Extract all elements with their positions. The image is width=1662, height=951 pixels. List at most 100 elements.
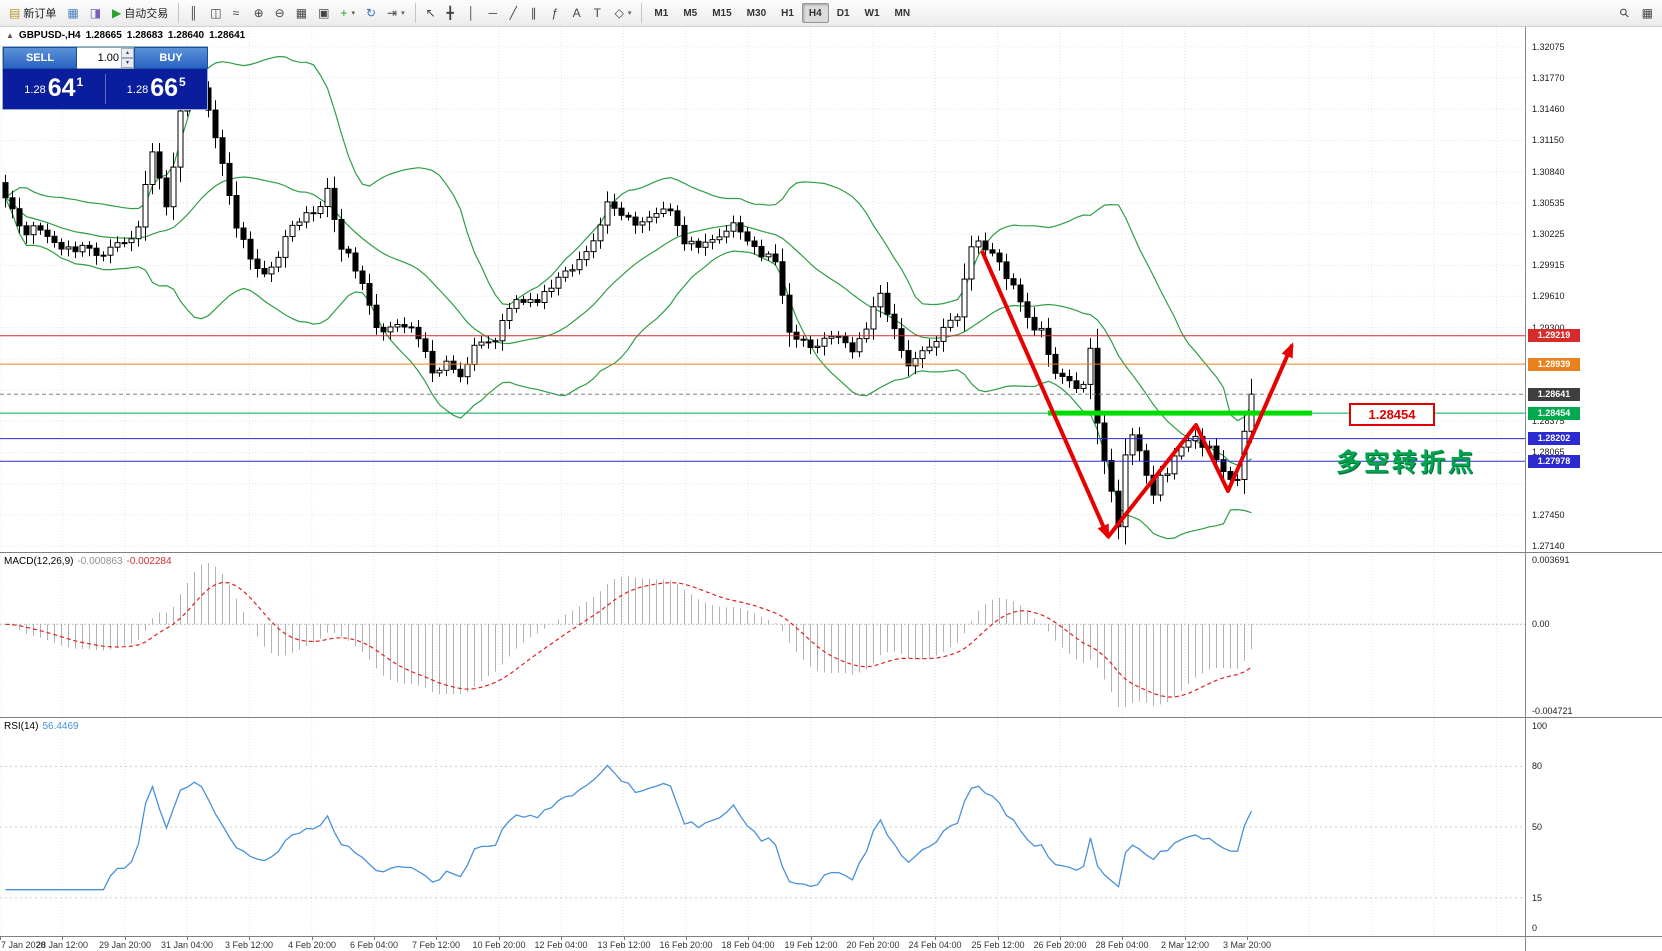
toolbar: ▤ 新订单 ▦ ◨ ▶ 自动交易 ║ ◫ ≈ ⊕ ⊖ ▦ ▣ + ▾ ↻ ⇥ ▾ ↖ ╋ │ ─ ╱ ∥ ƒ A T ◇ ▾ M1 M5 M1… xyxy=(0,0,1662,27)
chart-window-icon: ▦ xyxy=(67,6,79,20)
date-axis-label: 26 Feb 20:00 xyxy=(1033,940,1087,950)
trend-arrows[interactable] xyxy=(980,250,1294,540)
macd-value-2: -0.002284 xyxy=(126,556,172,567)
timeframe-w1[interactable]: W1 xyxy=(858,3,887,23)
volume-decrease-button[interactable]: ▾ xyxy=(121,58,134,68)
tile-windows-icon: ▦ xyxy=(295,6,308,20)
date-axis-label: 28 Feb 04:00 xyxy=(1095,940,1149,950)
horizontal-levels[interactable] xyxy=(0,335,1525,462)
auto-scroll-icon: ↻ xyxy=(365,6,377,20)
macd-panel-canvas[interactable] xyxy=(0,553,1525,717)
arrange-windows-icon[interactable]: ▣ xyxy=(313,2,334,24)
panel-splitter[interactable] xyxy=(0,552,1662,553)
date-axis-label: 29 Jan 20:00 xyxy=(98,940,152,950)
buy-price-base: 1.28 xyxy=(126,84,149,96)
date-axis-label: 19 Feb 12:00 xyxy=(784,940,838,950)
chart-shift-icon[interactable]: ⇥ ▾ xyxy=(382,2,410,24)
macd-value-1: -0.000863 xyxy=(77,556,123,567)
one-click-collapse-icon[interactable]: ▲ xyxy=(6,31,14,40)
price-axis-label: 1.31460 xyxy=(1532,104,1565,114)
zoom-out-icon: ⊖ xyxy=(274,6,285,20)
cursor-icon[interactable]: ↖ xyxy=(421,2,441,24)
price-axis-label: 1.29610 xyxy=(1532,291,1565,301)
horizontal-line-icon: ─ xyxy=(488,6,498,20)
timeframe-mn[interactable]: MN xyxy=(888,3,918,23)
candles xyxy=(2,69,1255,545)
date-axis-label: 10 Feb 20:00 xyxy=(472,940,526,950)
autotrading-button[interactable]: ▶ 自动交易 xyxy=(107,2,173,24)
label-icon[interactable]: T xyxy=(589,2,609,24)
fibonacci-icon[interactable]: ƒ xyxy=(547,2,567,24)
quote-high: 1.28683 xyxy=(126,30,163,41)
date-axis-label: 6 Feb 04:00 xyxy=(349,940,399,950)
chart-window-icon[interactable]: ▦ xyxy=(62,2,83,24)
new-chart-icon[interactable]: + ▾ xyxy=(335,2,360,24)
price-axis-label: 1.30225 xyxy=(1532,229,1565,239)
text-icon[interactable]: A xyxy=(568,2,588,24)
crosshair-icon[interactable]: ╋ xyxy=(442,2,462,24)
timeframe-d1[interactable]: D1 xyxy=(830,3,857,23)
new-order-button[interactable]: ▤ 新订单 xyxy=(4,2,61,24)
timeframe-m15[interactable]: M15 xyxy=(705,3,738,23)
window-layout-icon[interactable]: ▦ xyxy=(1637,2,1658,24)
volume-increase-button[interactable]: ▴ xyxy=(121,48,134,58)
dropdown-arrow-icon[interactable]: ▾ xyxy=(627,10,632,17)
zoom-out-icon[interactable]: ⊖ xyxy=(270,2,290,24)
panel-splitter[interactable] xyxy=(0,717,1662,718)
price-axis-label: 1.30840 xyxy=(1532,167,1565,177)
timeframe-m5[interactable]: M5 xyxy=(676,3,704,23)
buy-price[interactable]: 1.28 66 5 xyxy=(106,75,208,103)
date-axis-label: 13 Feb 12:00 xyxy=(597,940,651,950)
profiles-icon[interactable]: ◨ xyxy=(85,2,106,24)
dropdown-arrow-icon[interactable]: ▾ xyxy=(351,10,355,17)
buy-button[interactable]: BUY xyxy=(134,47,208,69)
bar-chart-icon[interactable]: ║ xyxy=(184,2,204,24)
date-axis-label: 24 Feb 04:00 xyxy=(908,940,962,950)
search-icon[interactable]: ⚲ xyxy=(1615,2,1635,24)
price-axis[interactable]: 1.32075 1.31770 1.31460 1.31150 1.30840 1.305… xyxy=(1525,27,1662,951)
macd-axis-max: 0.003691 xyxy=(1532,555,1570,565)
one-click-trading-panel: SELL ▴ ▾ BUY 1.28 64 1 1.28 66 5 xyxy=(2,46,208,110)
line-chart-icon[interactable]: ≈ xyxy=(228,2,248,24)
zoom-in-icon[interactable]: ⊕ xyxy=(249,2,269,24)
shapes-icon[interactable]: ◇ ▾ xyxy=(610,2,637,24)
date-tick xyxy=(187,937,188,940)
fibonacci-icon: ƒ xyxy=(551,6,559,20)
candlestick-chart-icon[interactable]: ◫ xyxy=(205,2,226,24)
rsi-name: RSI(14) xyxy=(4,721,39,732)
dropdown-arrow-icon[interactable]: ▾ xyxy=(401,10,405,17)
tile-windows-icon[interactable]: ▦ xyxy=(291,2,312,24)
date-axis[interactable]: 7 Jan 2020 28 Jan 12:00 29 Jan 20:00 31 Jan… xyxy=(0,937,1525,951)
rsi-value: 56.4469 xyxy=(42,721,79,732)
timeframe-m30[interactable]: M30 xyxy=(740,3,773,23)
rsi-line xyxy=(5,764,1253,891)
vertical-line-icon[interactable]: │ xyxy=(463,2,483,24)
channel-icon[interactable]: ∥ xyxy=(526,2,546,24)
sell-button[interactable]: SELL xyxy=(3,47,77,69)
chinese-note-text[interactable]: 多空转折点 xyxy=(1336,449,1477,477)
new-order-button: ▤ xyxy=(9,6,21,20)
date-tick xyxy=(748,937,749,940)
auto-scroll-icon[interactable]: ↻ xyxy=(361,2,381,24)
rsi-panel-canvas[interactable] xyxy=(0,718,1525,936)
sell-price[interactable]: 1.28 64 1 xyxy=(3,75,105,103)
price-chart-canvas[interactable] xyxy=(0,27,1525,552)
support-price-tag[interactable]: 1.28454 xyxy=(1349,403,1435,426)
rsi-indicator-label: RSI(14) 56.4469 xyxy=(4,721,79,732)
timeframe-h1[interactable]: H1 xyxy=(774,3,801,23)
grid xyxy=(0,553,1525,717)
date-axis-label: 28 Jan 12:00 xyxy=(35,940,89,950)
volume-input[interactable] xyxy=(77,48,121,68)
level-4-badge: 1.28202 xyxy=(1528,432,1580,445)
date-tick xyxy=(873,937,874,940)
trendline-icon[interactable]: ╱ xyxy=(505,2,525,24)
horizontal-line-icon[interactable]: ─ xyxy=(484,2,504,24)
timeframe-h4[interactable]: H4 xyxy=(801,3,829,23)
timeframe-m1[interactable]: M1 xyxy=(647,3,675,23)
panel-splitter[interactable] xyxy=(0,936,1662,937)
toolbar-separator xyxy=(414,3,416,23)
price-divider xyxy=(104,74,106,104)
price-axis-label: 1.29915 xyxy=(1532,260,1565,270)
autotrading-button-label: 自动交易 xyxy=(124,8,169,20)
rsi-axis-label: 50 xyxy=(1532,822,1543,832)
